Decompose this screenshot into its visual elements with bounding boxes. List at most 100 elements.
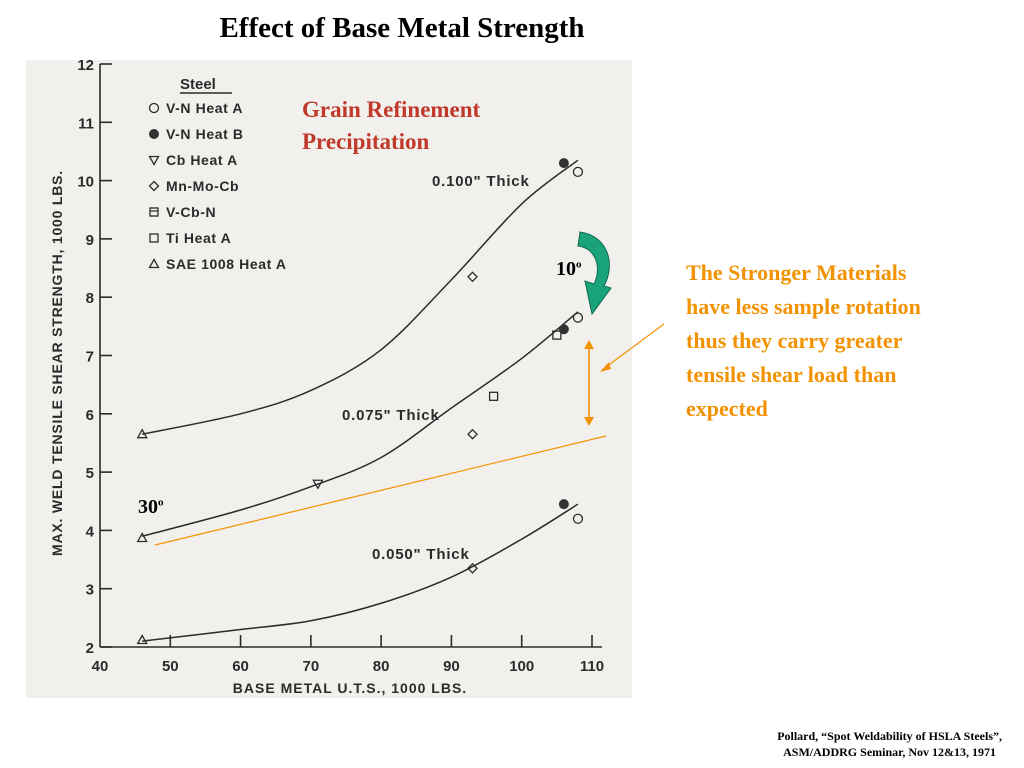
data-point (136, 634, 148, 645)
figure-panel (26, 60, 632, 698)
citation-line-2: ASM/ADDRG Seminar, Nov 12&13, 1971 (783, 745, 997, 759)
angle-10-label: 10o (556, 258, 582, 281)
x-tick-label: 80 (373, 658, 390, 675)
series-curve (142, 503, 579, 642)
y-axis-title: MAX. WELD TENSILE SHEAR STRENGTH, 1000 L… (49, 170, 65, 556)
y-tick-label: 6 (86, 407, 94, 424)
data-point (558, 499, 569, 510)
y-tick-label: 3 (86, 582, 94, 599)
legend-marker-shape (148, 155, 160, 166)
load-gain-head-top (584, 340, 594, 349)
mechanism-label: Grain Refinement Precipitation (302, 94, 480, 158)
data-point-shape (136, 634, 148, 645)
y-tick-label: 9 (86, 232, 94, 249)
data-point (572, 513, 584, 524)
legend-label: V-N Heat B (166, 126, 244, 142)
data-point (558, 324, 569, 335)
data-point-shape (572, 312, 584, 323)
angle-10-value: 10 (556, 258, 576, 280)
y-tick-label: 4 (86, 523, 95, 540)
data-point (467, 428, 478, 440)
data-point-shape (467, 271, 478, 283)
y-tick-label: 7 (86, 349, 94, 366)
legend-marker-shape (149, 129, 159, 139)
legend-label: V-Cb-N (166, 204, 216, 220)
mechanism-line-1: Grain Refinement (302, 97, 481, 122)
rotation-arrow (577, 231, 612, 316)
legend-marker-shape (148, 258, 160, 269)
data-point-shape (467, 428, 478, 440)
rotation-note: The Stronger Materials have less sample … (686, 256, 1006, 426)
legend-marker (148, 155, 160, 166)
legend-title: Steel (180, 76, 216, 93)
load-gain-head-bottom (584, 417, 594, 426)
legend-label: V-N Heat A (166, 100, 243, 116)
angle-30-value: 30 (138, 496, 158, 518)
note-line-4: tensile shear load than (686, 362, 897, 387)
data-point-shape (312, 479, 324, 490)
series-curve (142, 159, 579, 435)
series-label: 0.100" Thick (432, 173, 530, 190)
data-point-shape (467, 562, 478, 574)
x-tick-label: 60 (232, 658, 249, 675)
data-point (467, 271, 478, 283)
legend-marker (149, 207, 159, 217)
legend-marker (149, 233, 159, 243)
data-point (312, 479, 324, 490)
data-point-shape (572, 513, 584, 524)
citation: Pollard, “Spot Weldability of HSLA Steel… (777, 728, 1002, 760)
legend-label: SAE 1008 Heat A (166, 256, 287, 272)
y-tick-label: 8 (86, 290, 94, 307)
y-tick-label: 2 (86, 640, 94, 657)
data-point-shape (552, 330, 562, 340)
data-point-shape (558, 324, 569, 335)
x-tick-label: 110 (580, 658, 604, 675)
x-tick-label: 90 (443, 658, 460, 675)
y-tick-label: 12 (77, 57, 94, 74)
angle-10-degree: o (576, 258, 582, 271)
mechanism-line-2: Precipitation (302, 129, 430, 154)
data-point (572, 312, 584, 323)
slide-title: Effect of Base Metal Strength (219, 12, 585, 44)
citation-line-1: Pollard, “Spot Weldability of HSLA Steel… (777, 729, 1002, 743)
x-tick-label: 40 (92, 658, 109, 675)
legend-marker (148, 258, 160, 269)
legend-marker (149, 129, 159, 139)
legend-marker (148, 180, 160, 192)
series-label: 0.050" Thick (372, 546, 470, 563)
callout-pointer (601, 323, 665, 371)
data-point-shape (558, 158, 569, 169)
data-point-shape (136, 532, 148, 543)
legend-marker-shape (148, 102, 160, 114)
angle-30-degree: o (158, 496, 164, 509)
data-point (488, 391, 499, 401)
series-label: 0.075" Thick (342, 407, 440, 424)
data-point (467, 562, 478, 574)
data-point (572, 166, 584, 178)
series-curve (141, 311, 579, 537)
callout-pointer-head (600, 362, 611, 372)
y-tick-label: 10 (77, 174, 94, 191)
load-gain-arrow (584, 340, 594, 426)
note-line-2: have less sample rotation (686, 294, 921, 319)
data-point (136, 428, 148, 439)
x-tick-label: 70 (303, 658, 320, 675)
rotation-reference-line (154, 435, 607, 546)
angle-30-label: 30o (138, 496, 164, 519)
legend-marker-shape (149, 233, 159, 243)
data-point (136, 532, 148, 543)
data-point-shape (136, 428, 148, 439)
data-point (552, 330, 562, 340)
y-tick-label: 11 (78, 115, 94, 132)
data-point (558, 158, 569, 169)
data-point-shape (488, 391, 499, 401)
x-tick-label: 100 (509, 658, 534, 675)
x-axis-title: BASE METAL U.T.S., 1000 LBS. (233, 680, 467, 696)
legend-label: Cb Heat A (166, 152, 238, 168)
legend-label: Mn-Mo-Cb (166, 178, 239, 194)
legend-marker-shape (148, 180, 160, 192)
legend-marker (148, 102, 160, 114)
legend-marker-shape (149, 207, 159, 217)
note-line-5: expected (686, 396, 768, 421)
